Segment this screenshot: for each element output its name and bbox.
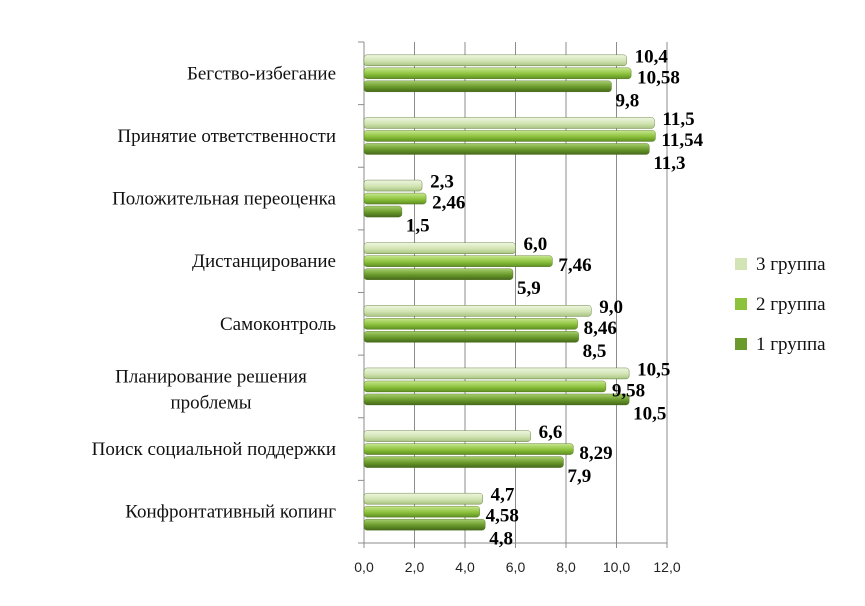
data-label: 9,0 [599,297,623,318]
x-tick-label: 12,0 [653,559,680,575]
bar [363,130,656,142]
bar [363,255,553,267]
data-label: 10,5 [637,359,670,380]
bar [363,430,531,442]
data-label: 8,29 [579,443,612,464]
data-label: 5,9 [517,278,541,299]
data-label: 11,5 [662,109,694,130]
legend-swatch [735,298,747,310]
data-label: 4,8 [489,529,513,550]
category-label: Самоконтроль [220,314,336,335]
x-tick-label: 6,0 [506,559,526,575]
data-label: 11,3 [653,153,685,174]
bar [363,80,612,93]
x-tick-label: 10,0 [603,559,630,575]
gridlines [414,42,668,543]
bar [363,331,579,343]
data-label: 10,58 [637,67,680,88]
bar [363,393,630,406]
bar [363,367,630,380]
data-label: 7,46 [558,255,591,276]
data-label: 1,5 [406,216,430,237]
bar [363,179,423,192]
axes: 0,0 2,0 4,0 6,0 8,0 10,0 12,0 [354,41,681,575]
legend-label: 3 группа [756,254,826,275]
data-label: 10,4 [635,46,669,67]
data-label: 2,3 [430,172,454,193]
bar [363,318,578,330]
bar [363,205,403,218]
legend: 3 группа 2 группа 1 группа [735,254,826,355]
x-tick-label: 8,0 [556,559,576,575]
category-label: Конфронтативный копинг [125,502,336,523]
data-label: 8,5 [583,341,607,362]
data-label: 7,9 [567,466,591,487]
x-tick-label: 2,0 [405,559,425,575]
category-label: Поиск социальной поддержки [92,439,336,460]
category-label: Бегство-избегание [187,63,336,84]
bar [363,242,516,254]
bar [363,67,632,80]
data-label: 2,46 [432,193,465,214]
bar [363,443,574,455]
data-label: 9,8 [615,90,639,111]
bar [363,268,514,280]
data-label: 9,58 [612,380,645,401]
data-label: 8,46 [584,318,617,339]
data-label: 4,7 [491,485,515,506]
bar [363,54,627,67]
legend-swatch [735,338,747,350]
category-label: Планирование решения проблемы [115,366,307,413]
bars [363,54,656,531]
data-label: 10,5 [633,403,666,424]
data-label: 6,6 [539,422,563,443]
legend-label: 2 группа [756,294,826,315]
bar [363,117,655,129]
category-labels: Бегство-избегание Принятие ответственност… [92,63,337,522]
data-label: 4,58 [486,506,519,527]
category-label: Принятие ответственности [117,126,336,147]
bar [363,505,480,518]
bar [363,305,592,317]
category-label: Дистанцирование [192,251,336,272]
bar [363,492,483,505]
category-label: Положительная переоценка [112,189,336,210]
bar [363,192,427,205]
data-label: 6,0 [524,234,548,255]
data-label: 11,54 [661,130,703,151]
legend-label: 1 группа [756,334,826,355]
bar [363,380,607,393]
x-tick-label: 4,0 [455,559,475,575]
legend-swatch [735,258,747,270]
x-tick-label: 0,0 [354,559,374,575]
bar [363,143,650,155]
bar [363,518,486,531]
bar [363,456,564,468]
